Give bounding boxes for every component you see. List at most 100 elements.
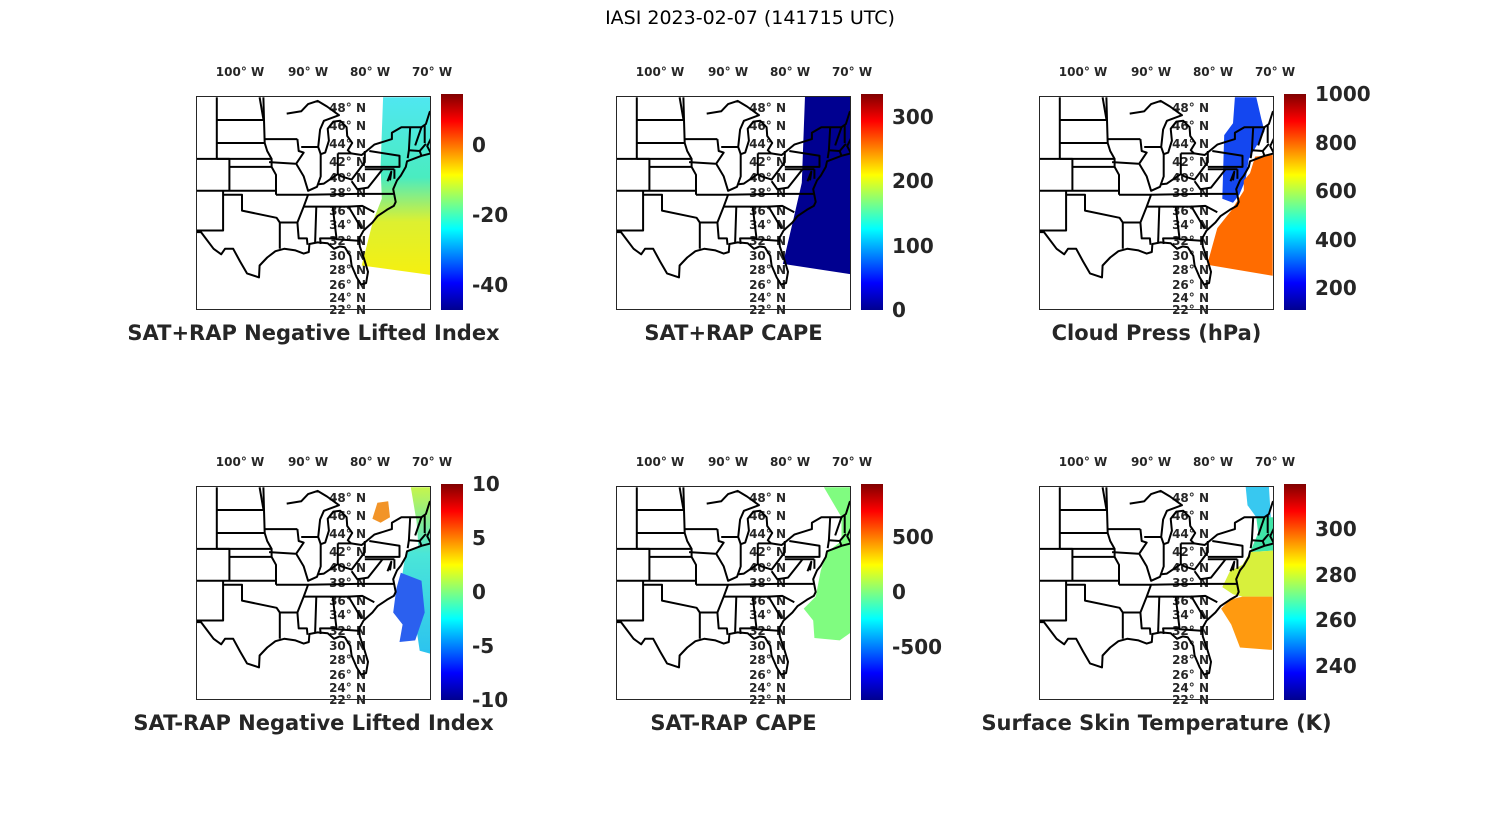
satellite-swath [372, 501, 390, 523]
state-boundary [806, 170, 813, 182]
satellite-swath [1222, 550, 1274, 597]
lat-tick-label: 30° N [1172, 639, 1209, 653]
colorbar-tick-label: 0 [472, 132, 486, 157]
lat-tick-label: 30° N [749, 249, 786, 263]
map-panel: 100° W 90° W 80° W 70° W 48° N 46° N 44° N 42° … [127, 65, 616, 396]
state-boundary [418, 533, 427, 542]
state-boundary [1190, 596, 1206, 620]
state-boundary [1101, 97, 1108, 120]
state-boundary [649, 165, 697, 195]
lat-tick-label: 44° N [329, 137, 366, 151]
state-boundary [1039, 580, 1068, 622]
lat-tick-label: 26° N [1172, 278, 1209, 292]
state-boundary [308, 192, 395, 196]
lat-tick-label: 48° N [749, 101, 786, 115]
state-boundary [1101, 487, 1108, 510]
state-boundary [1207, 540, 1244, 558]
state-boundary [1193, 168, 1227, 191]
state-boundary [1129, 489, 1274, 546]
lon-tick-label: 80° W [349, 455, 391, 469]
state-boundary [678, 487, 685, 510]
state-boundary [1039, 137, 1274, 286]
lon-tick-label: 90° W [707, 65, 749, 79]
state-boundary [317, 173, 339, 186]
state-boundary [834, 126, 843, 146]
state-boundary [1039, 157, 1074, 191]
state-boundary [262, 487, 273, 550]
state-boundary [1119, 583, 1153, 635]
state-boundary [739, 206, 758, 245]
lat-tick-label: 26° N [1172, 668, 1209, 682]
state-boundary [767, 206, 783, 230]
lon-tick-label: 90° W [1130, 65, 1172, 79]
lat-tick-label: 22° N [749, 303, 786, 317]
state-boundary [834, 516, 843, 536]
colorbar-tick-label: 800 [1315, 130, 1357, 155]
state-boundary [1162, 206, 1181, 245]
state-boundary [1160, 563, 1182, 576]
lat-tick-label: 30° N [329, 639, 366, 653]
state-boundary [335, 628, 359, 632]
state-boundary [1261, 533, 1270, 542]
colorbar-tick-label: 1000 [1315, 82, 1371, 106]
state-boundary [1193, 558, 1227, 581]
state-boundary [1151, 582, 1238, 586]
lat-tick-label: 44° N [329, 527, 366, 541]
colorbar-tick-label: 5 [472, 526, 486, 550]
map [196, 96, 431, 310]
state-boundary [196, 157, 231, 191]
state-boundary [1261, 143, 1270, 152]
lat-tick-label: 26° N [329, 278, 366, 292]
lon-tick-label: 90° W [287, 65, 329, 79]
state-boundary [755, 628, 779, 632]
satellite-swath [803, 487, 851, 641]
state-boundary [756, 541, 786, 571]
map-frame [196, 486, 431, 700]
state-boundary [269, 161, 296, 165]
lat-tick-label: 22° N [329, 693, 366, 707]
colorbar-tick-label: 260 [1315, 608, 1357, 633]
state-boundary [770, 558, 804, 581]
state-boundary [826, 517, 832, 549]
lat-tick-label: 30° N [749, 639, 786, 653]
colorbar-tick-label: 0 [892, 298, 906, 322]
map-panel: 100° W 90° W 80° W 70° W 48° N 46° N 44° N 42° … [616, 65, 1036, 396]
state-boundary [258, 97, 265, 120]
lon-tick-label: 70° W [411, 455, 453, 469]
lat-tick-label: 44° N [749, 527, 786, 541]
state-boundary [336, 151, 366, 181]
state-boundary [682, 97, 693, 160]
state-boundary [1059, 157, 1116, 167]
panel-title: Surface Skin Temperature (K) [981, 711, 1332, 735]
state-boundary [314, 596, 318, 634]
colorbar-tick-label: 0 [892, 580, 906, 604]
colorbar-tick-label: -10 [472, 688, 509, 712]
lat-tick-label: 28° N [1172, 263, 1209, 277]
lon-tick-label: 80° W [769, 65, 811, 79]
colorbar [441, 484, 463, 700]
state-boundary [616, 157, 651, 191]
lat-tick-label: 22° N [1172, 303, 1209, 317]
state-boundary [706, 489, 851, 546]
state-boundary [314, 206, 318, 244]
state-boundary [196, 527, 431, 676]
lat-tick-label: 48° N [1172, 101, 1209, 115]
state-boundary [723, 204, 795, 214]
state-boundary [406, 517, 412, 549]
state-boundary [806, 560, 813, 572]
lon-tick-label: 100° W [1058, 65, 1108, 79]
map [1039, 96, 1274, 310]
colorbar [1284, 94, 1306, 310]
map-frame [196, 96, 431, 310]
state-boundary [347, 206, 363, 230]
colorbar-tick-label: 0 [472, 580, 486, 604]
lon-tick-label: 80° W [349, 65, 391, 79]
state-boundary [262, 97, 273, 160]
state-boundary [737, 173, 759, 186]
state-boundary [689, 161, 716, 165]
state-boundary [616, 527, 851, 676]
state-boundary [223, 193, 281, 249]
satellite-swath [782, 96, 851, 275]
colorbar-tick-label: 400 [1315, 227, 1357, 252]
